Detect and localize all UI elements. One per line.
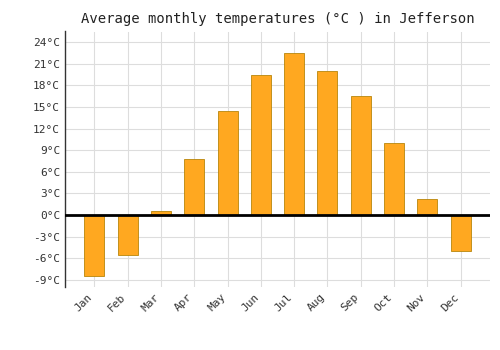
Bar <box>384 143 404 215</box>
Bar <box>351 96 371 215</box>
Bar <box>184 159 204 215</box>
Bar <box>151 211 171 215</box>
Bar <box>118 215 138 254</box>
Bar <box>251 75 271 215</box>
Bar <box>218 111 238 215</box>
Bar <box>418 199 438 215</box>
Bar <box>318 71 338 215</box>
Bar <box>84 215 104 276</box>
Bar <box>284 53 304 215</box>
Bar <box>450 215 470 251</box>
Title: Average monthly temperatures (°C ) in Jefferson: Average monthly temperatures (°C ) in Je… <box>80 12 474 26</box>
